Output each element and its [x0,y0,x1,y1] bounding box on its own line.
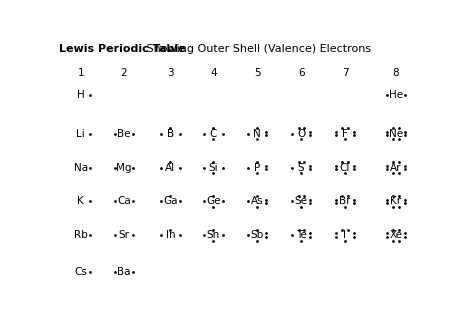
Text: O: O [297,129,305,139]
Text: 2: 2 [121,68,128,78]
Text: H: H [77,90,84,100]
Text: Se: Se [294,196,308,206]
Text: Ne: Ne [389,129,403,139]
Text: I: I [344,230,346,240]
Text: 6: 6 [298,68,304,78]
Text: In: In [165,230,175,240]
Text: F: F [342,129,348,139]
Text: Br: Br [339,196,351,206]
Text: Be: Be [117,129,131,139]
Text: 1: 1 [77,68,84,78]
Text: Sr: Sr [118,230,129,240]
Text: 7: 7 [342,68,348,78]
Text: Showing Outer Shell (Valence) Electrons: Showing Outer Shell (Valence) Electrons [144,44,372,54]
Text: S: S [298,162,304,173]
Text: Lewis Periodic Table: Lewis Periodic Table [59,44,186,54]
Text: Sb: Sb [251,230,264,240]
Text: C: C [210,129,217,139]
Text: As: As [251,196,264,206]
Text: N: N [253,129,261,139]
Text: Sn: Sn [207,230,220,240]
Text: 5: 5 [254,68,261,78]
Text: He: He [389,90,403,100]
Text: Cl: Cl [340,162,350,173]
Text: B: B [167,129,174,139]
Text: Te: Te [296,230,307,240]
Text: Kr: Kr [391,196,401,206]
Text: P: P [254,162,260,173]
Text: Li: Li [76,129,85,139]
Text: Si: Si [209,162,218,173]
Text: 3: 3 [167,68,174,78]
Text: 4: 4 [210,68,217,78]
Text: Ge: Ge [206,196,220,206]
Text: Ga: Ga [163,196,178,206]
Text: Na: Na [73,162,88,173]
Text: Mg: Mg [116,162,132,173]
Text: 8: 8 [392,68,399,78]
Text: Ba: Ba [117,267,131,277]
Text: Ca: Ca [117,196,131,206]
Text: K: K [77,196,84,206]
Text: Xe: Xe [390,230,402,240]
Text: Rb: Rb [74,230,88,240]
Text: Cs: Cs [74,267,87,277]
Text: Al: Al [165,162,175,173]
Text: Ar: Ar [390,162,402,173]
